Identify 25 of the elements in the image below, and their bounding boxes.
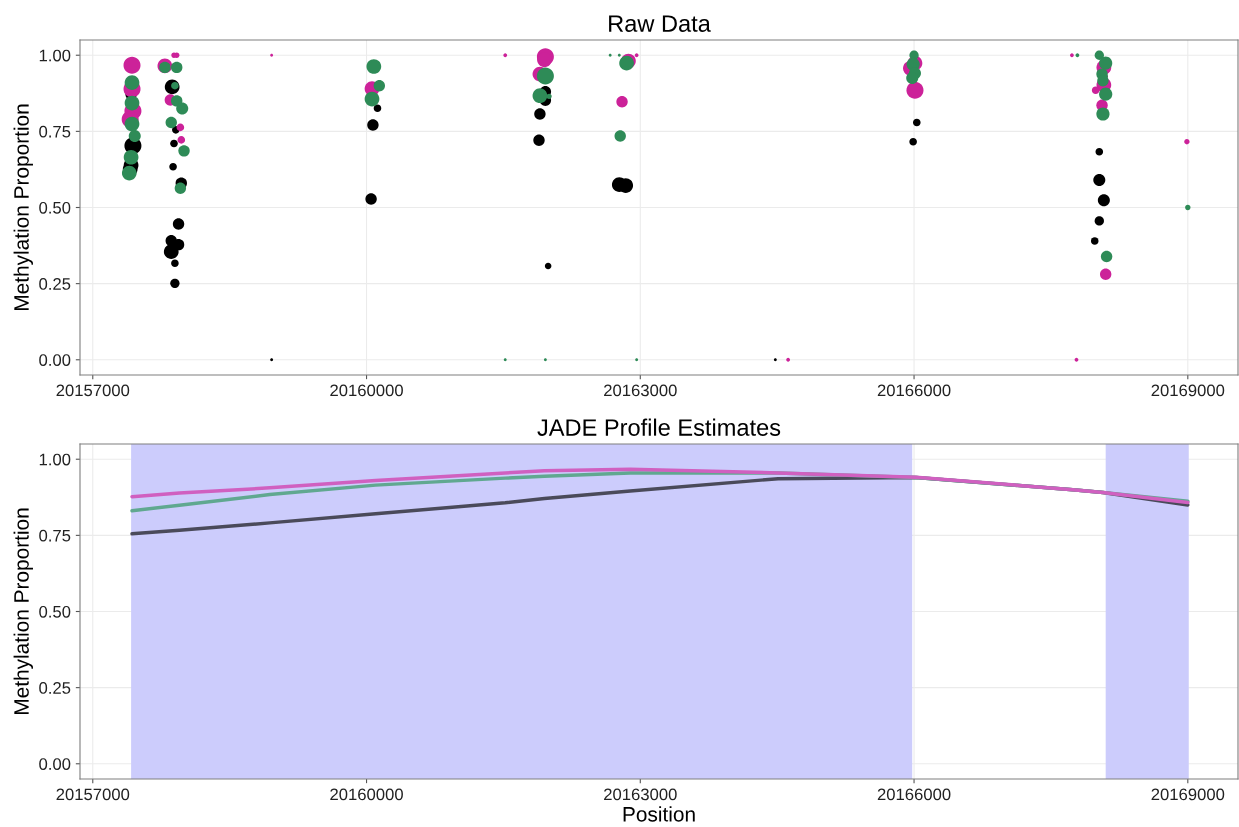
x-tick-label: 20169000 xyxy=(1151,384,1225,397)
x-axis-title: Position xyxy=(623,806,695,822)
y-tick-label: 0.00 xyxy=(39,354,71,366)
x-tick-label: 20169000 xyxy=(1151,788,1225,801)
chart-title: Raw Data xyxy=(609,15,711,32)
x-tick-label: 20160000 xyxy=(330,788,403,801)
y-tick-label: 0.75 xyxy=(39,529,71,542)
y-tick-label: 0.25 xyxy=(39,682,71,694)
x-tick-label: 20157000 xyxy=(56,788,130,801)
y-tick-label: 1.00 xyxy=(39,49,71,62)
x-tick-label: 20166000 xyxy=(877,788,951,801)
y-axis-title: Methylation Proportion xyxy=(13,104,33,311)
y-tick-label: 1.00 xyxy=(39,453,71,466)
y-tick-label: 0.50 xyxy=(39,605,71,618)
y-tick-label: 0.25 xyxy=(39,278,71,290)
x-tick-label: 20157000 xyxy=(56,384,130,397)
x-tick-label: 20163000 xyxy=(604,384,677,397)
y-tick-label: 0.00 xyxy=(39,758,71,770)
x-tick-label: 20163000 xyxy=(604,788,677,801)
y-axis-title: Methylation Proportion xyxy=(13,508,33,715)
x-tick-label: 20166000 xyxy=(877,384,951,397)
chart-title: JADE Profile Estimates xyxy=(537,418,781,436)
y-tick-label: 0.50 xyxy=(39,201,71,214)
y-tick-label: 0.75 xyxy=(39,125,71,138)
x-tick-label: 20160000 xyxy=(330,384,403,397)
